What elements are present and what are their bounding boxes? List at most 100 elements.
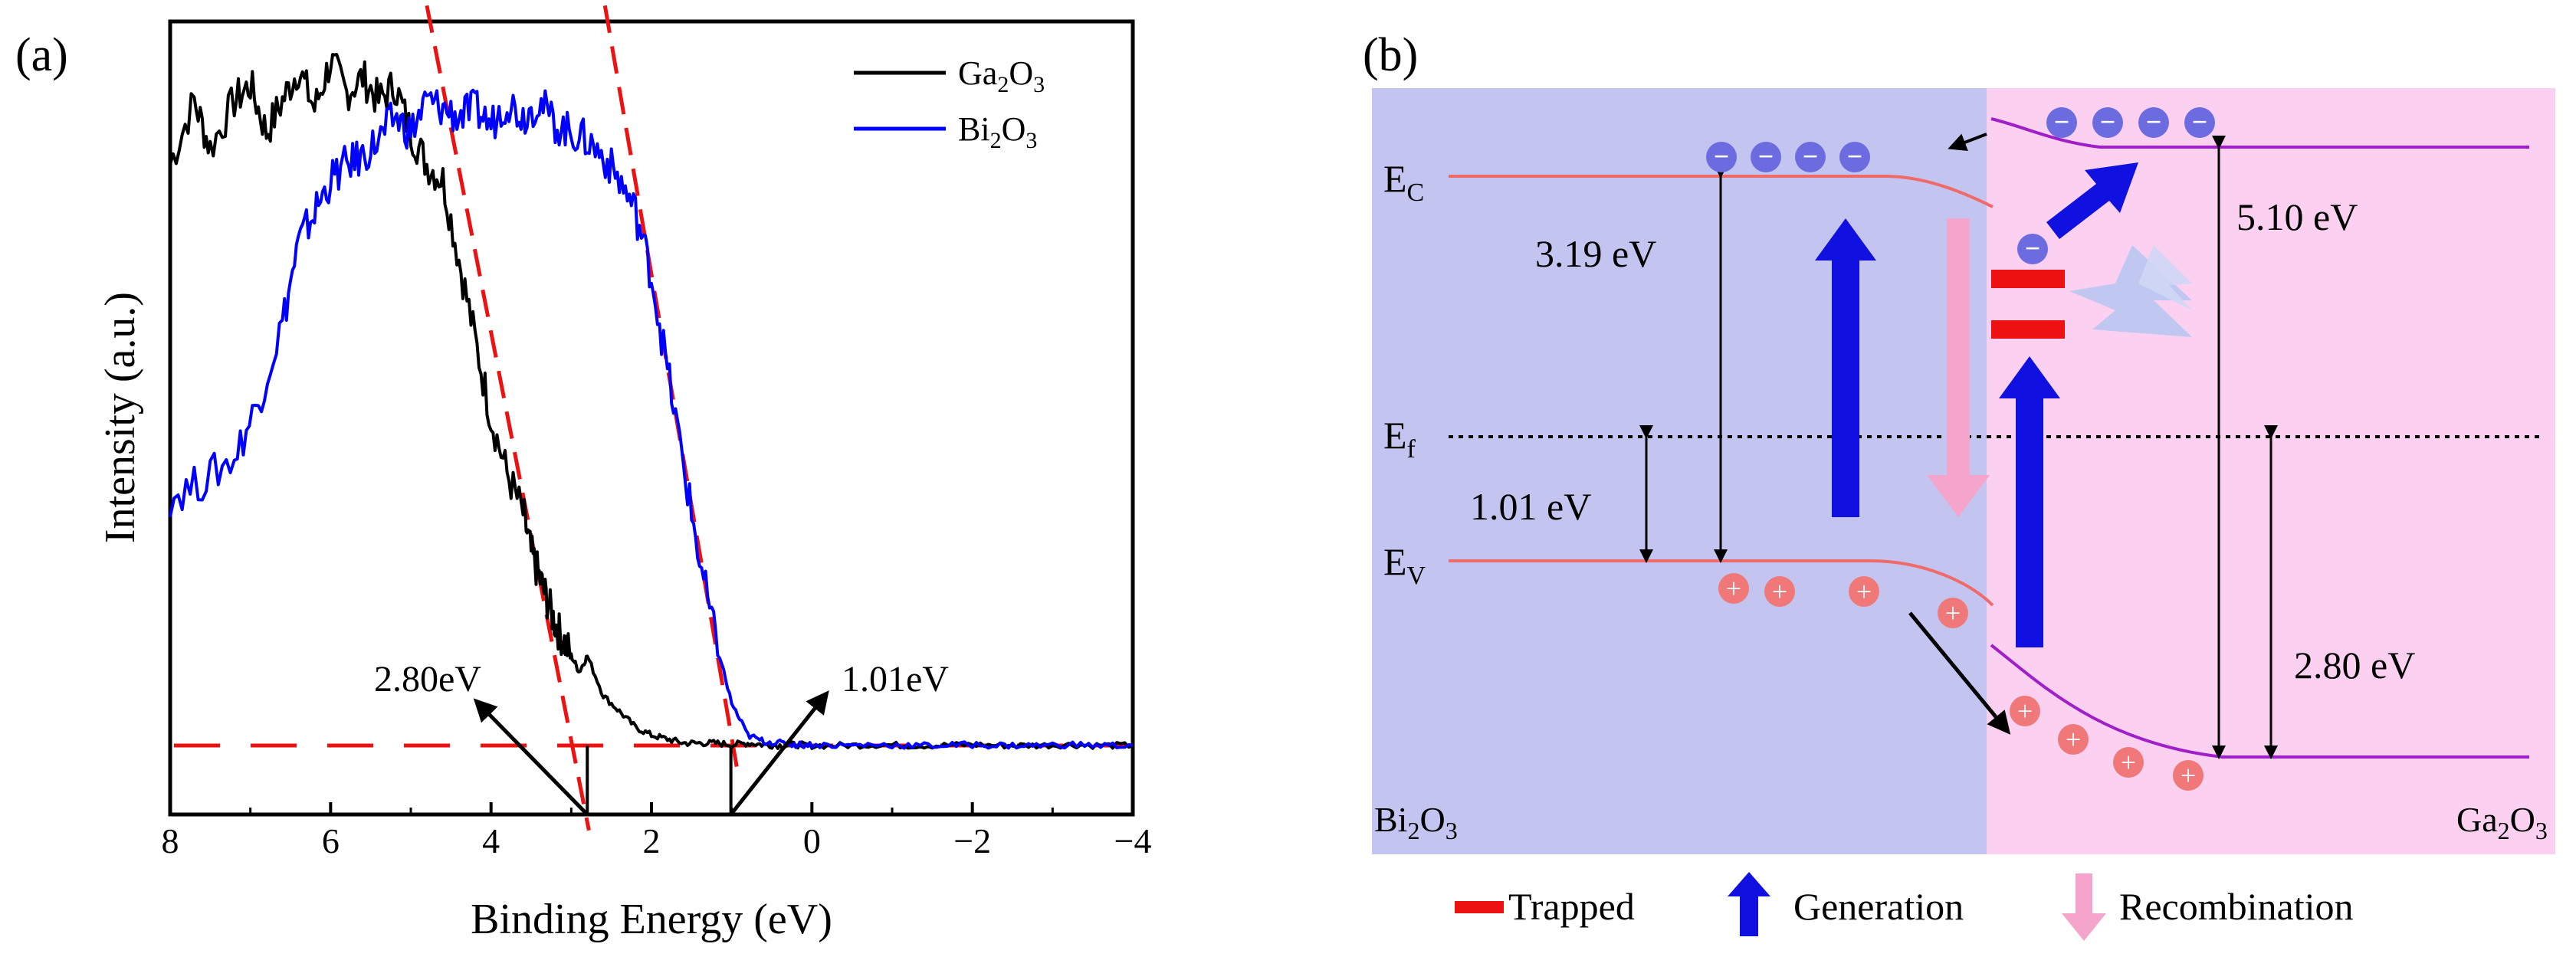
legend-recombination-icon	[2062, 873, 2106, 941]
hole-circle	[1764, 576, 1795, 607]
electron-sign: −	[1847, 141, 1863, 172]
x-tick-label: 4	[482, 821, 500, 860]
series-ga2o3-line	[169, 53, 1134, 750]
electron-sign: −	[2192, 107, 2208, 137]
annotations: 2.80eV 1.01eV	[374, 659, 949, 816]
trapped-state-lower	[1991, 320, 2065, 339]
electron-sign: −	[1803, 141, 1819, 172]
panel-b-label: (b)	[1363, 29, 1418, 81]
y-axis-label: Intensity (a.u.)	[97, 292, 144, 543]
electron: −	[1839, 141, 1870, 172]
ec-label: EC	[1383, 157, 1424, 207]
hole: +	[1764, 576, 1795, 607]
electron-circle	[2017, 234, 2048, 264]
generation-arrow-to-cb	[2046, 162, 2138, 239]
legend: Ga2O3 Bi2O3	[854, 54, 1045, 153]
electron: −	[2092, 107, 2123, 138]
fit-line-1	[425, 5, 591, 831]
legend-ga2o3-label: Ga2O3	[958, 54, 1045, 97]
ef-label: Ef	[1383, 414, 1416, 464]
electron: −	[2046, 107, 2077, 138]
hole-sign: +	[2017, 696, 2033, 726]
hole-sign: +	[1726, 573, 1741, 604]
ga2o3-conduction-band	[1990, 117, 2529, 149]
hole: +	[2010, 696, 2040, 726]
legend-generation-label: Generation	[1793, 885, 1964, 928]
gap-markers	[1639, 136, 2278, 759]
electron-sign: −	[2054, 107, 2070, 137]
hole-circle	[2010, 696, 2040, 726]
ga2o3-valence-band	[1990, 644, 2529, 759]
electron-sign: −	[1714, 141, 1730, 172]
electron-sign: −	[2025, 233, 2041, 264]
ev-label: EV	[1383, 540, 1426, 590]
electrons: − − − −− − − −−	[1706, 107, 2215, 264]
electron: −	[1795, 141, 1826, 172]
gap-ga-vb-value: 2.80 eV	[2294, 644, 2415, 687]
electron-sign: −	[2146, 107, 2162, 137]
generation-arrow-ga2o3	[1999, 356, 2060, 647]
electron: −	[1751, 141, 1781, 172]
gap-bi-value: 3.19 eV	[1535, 232, 1656, 275]
hole-circle	[1849, 576, 1879, 607]
annotation-2.80ev: 2.80eV	[374, 659, 481, 700]
hole-sign: +	[1945, 598, 1961, 628]
generation-arrow-bi2o3	[1815, 218, 1876, 517]
bi2o3-region	[1372, 88, 1987, 854]
electron-circle	[1706, 142, 1737, 172]
hole-sign: +	[2181, 760, 2196, 791]
x-tick-label: 2	[643, 821, 661, 860]
electron-circle	[1751, 142, 1781, 172]
trapped-state-upper	[1991, 270, 2065, 288]
panel-a: (a) 2.80eV 1.01eV 8 6 4 2 0 −2 −4 Binding Ener…	[15, 5, 1151, 943]
electron-sign: −	[2100, 107, 2116, 137]
electron: −	[1706, 141, 1737, 172]
hole-sign: +	[2066, 724, 2081, 755]
x-tick-label: 6	[322, 821, 340, 860]
x-tick-label: 0	[803, 821, 821, 860]
bi2o3-label: Bi2O3	[1374, 800, 1458, 844]
legend-generation-icon	[1728, 872, 1770, 936]
hole-circle	[2113, 747, 2144, 778]
electron: −	[2184, 107, 2215, 138]
x-axis-label: Binding Energy (eV)	[471, 896, 832, 943]
hole-circle	[2058, 724, 2089, 755]
annotation-1.01ev: 1.01eV	[842, 659, 949, 700]
hole: +	[1718, 573, 1749, 604]
annotation-arrow-2	[729, 690, 829, 816]
electron-circle	[2184, 107, 2215, 138]
x-tick-label: −2	[953, 821, 991, 860]
electron-circle	[2138, 107, 2169, 138]
series-bi2o3-line	[169, 88, 1134, 750]
hole-sign: +	[1856, 576, 1872, 607]
legend-trapped-swatch	[1455, 901, 1504, 913]
electron: −	[2138, 107, 2169, 138]
x-tick-label: −4	[1114, 821, 1152, 860]
electron-circle	[2046, 107, 2077, 138]
electron-transfer-arrow	[1948, 133, 1987, 152]
hole: +	[2058, 724, 2089, 755]
hole-circle	[1718, 573, 1749, 604]
emission-flash-icon	[2069, 245, 2192, 337]
hole: +	[2173, 760, 2204, 791]
hole: +	[1849, 576, 1879, 607]
hole-sign: +	[1772, 576, 1787, 607]
electron-circle	[2092, 107, 2123, 138]
hole-circle	[2173, 760, 2204, 791]
series-layer	[169, 53, 1134, 750]
annotation-arrow-1	[473, 698, 589, 816]
emission-flash-icon-2	[2138, 245, 2192, 310]
diagram-legend: Trapped Generation Recombination	[1455, 872, 2354, 941]
ga2o3-label: Ga2O3	[2456, 800, 2548, 844]
bi2o3-valence-band	[1449, 559, 1994, 607]
legend-trapped-label: Trapped	[1508, 885, 1635, 928]
hole: +	[2113, 747, 2144, 778]
panel-a-label: (a)	[15, 29, 68, 81]
legend-bi2o3-label: Bi2O3	[958, 110, 1037, 153]
holes: + + + + + + + +	[1718, 573, 2204, 791]
x-ticks: 8 6 4 2 0 −2 −4	[162, 802, 1152, 860]
electron-circle	[1795, 142, 1826, 172]
legend-recombination-label: Recombination	[2119, 885, 2354, 928]
electron: −	[2017, 233, 2048, 264]
